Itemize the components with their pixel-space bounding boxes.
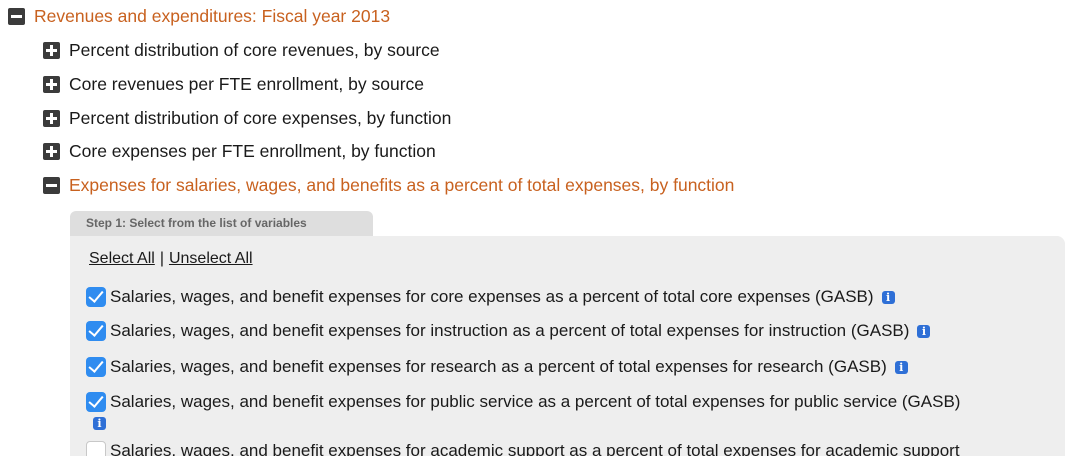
tree-item-core-revenues-distribution[interactable]: Percent distribution of core revenues, b…	[43, 40, 440, 61]
select-all-link[interactable]: Select All	[89, 250, 155, 267]
info-icon[interactable]: i	[881, 291, 895, 305]
tree-item-core-revenues-per-fte[interactable]: Core revenues per FTE enrollment, by sou…	[43, 74, 424, 95]
collapse-icon[interactable]	[43, 177, 60, 194]
tree-item-label[interactable]: Core expenses per FTE enrollment, by fun…	[69, 141, 436, 161]
expand-icon[interactable]	[43, 76, 60, 93]
tree-section-title[interactable]: Revenues and expenditures: Fiscal year 2…	[34, 6, 391, 26]
variable-label[interactable]: Salaries, wages, and benefit expenses fo…	[110, 441, 960, 456]
info-icon[interactable]: i	[93, 417, 106, 430]
variable-label[interactable]: Salaries, wages, and benefit expenses fo…	[110, 286, 895, 308]
expand-icon[interactable]	[43, 42, 60, 59]
variables-panel	[70, 236, 1065, 456]
variable-checkbox[interactable]	[86, 357, 106, 377]
select-links-separator: |	[159, 250, 164, 267]
tree-item-salaries-wages-benefits[interactable]: Expenses for salaries, wages, and benefi…	[43, 175, 734, 196]
tree-item-core-expenses-distribution[interactable]: Percent distribution of core expenses, b…	[43, 108, 451, 129]
variable-checkbox[interactable]	[86, 392, 106, 412]
variable-checkbox[interactable]	[86, 441, 106, 456]
variable-row[interactable]: Salaries, wages, and benefit expenses fo…	[86, 440, 960, 456]
select-links: Select All | Unselect All	[89, 250, 253, 268]
tree-item-label[interactable]: Percent distribution of core expenses, b…	[69, 108, 452, 128]
expand-icon[interactable]	[43, 143, 60, 160]
tree-item-core-expenses-per-fte[interactable]: Core expenses per FTE enrollment, by fun…	[43, 141, 436, 162]
step-1-tab: Step 1: Select from the list of variable…	[70, 211, 373, 237]
tree-item-label[interactable]: Core revenues per FTE enrollment, by sou…	[69, 74, 425, 94]
variable-checkbox[interactable]	[86, 321, 106, 341]
variable-label[interactable]: Salaries, wages, and benefit expenses fo…	[110, 356, 908, 378]
collapse-icon[interactable]	[8, 8, 25, 25]
expand-icon[interactable]	[43, 110, 60, 127]
unselect-all-link[interactable]: Unselect All	[168, 250, 253, 267]
tree-item-label[interactable]: Expenses for salaries, wages, and benefi…	[69, 175, 735, 195]
variable-label[interactable]: Salaries, wages, and benefit expenses fo…	[110, 392, 961, 411]
info-icon[interactable]: i	[894, 361, 908, 375]
variable-label[interactable]: Salaries, wages, and benefit expenses fo…	[110, 320, 931, 342]
variable-row[interactable]: Salaries, wages, and benefit expenses fo…	[86, 286, 895, 308]
tree-section-revenues-expenditures[interactable]: Revenues and expenditures: Fiscal year 2…	[8, 6, 390, 27]
tree-item-label[interactable]: Percent distribution of core revenues, b…	[69, 40, 440, 60]
variable-checkbox[interactable]	[86, 287, 106, 307]
variable-row[interactable]: Salaries, wages, and benefit expenses fo…	[86, 356, 908, 378]
variable-row[interactable]: Salaries, wages, and benefit expenses fo…	[86, 391, 960, 413]
variable-row[interactable]: Salaries, wages, and benefit expenses fo…	[86, 320, 931, 342]
info-icon[interactable]: i	[917, 325, 931, 339]
